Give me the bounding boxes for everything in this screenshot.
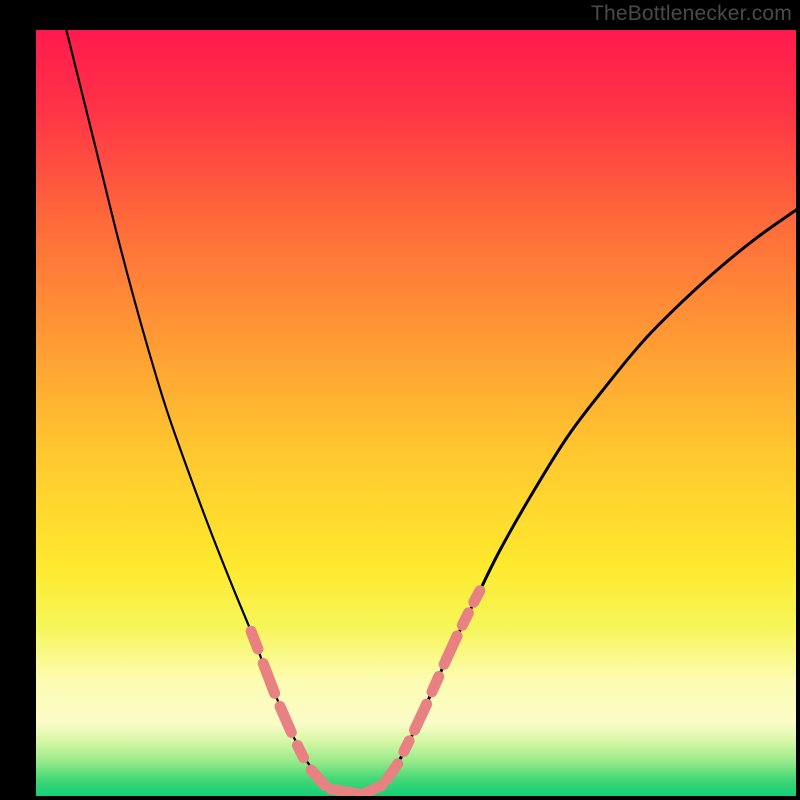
dash-segment [365, 785, 382, 793]
chart-svg [0, 0, 800, 800]
dash-segment [432, 677, 439, 692]
chart-stage: TheBottlenecker.com [0, 0, 800, 800]
dash-segment [462, 613, 468, 625]
dash-segment [331, 789, 359, 794]
dash-segment [297, 745, 303, 757]
dash-segment [251, 631, 258, 649]
gradient-plot-area [36, 30, 796, 796]
dash-segment [474, 591, 480, 602]
dash-segment [404, 741, 409, 752]
